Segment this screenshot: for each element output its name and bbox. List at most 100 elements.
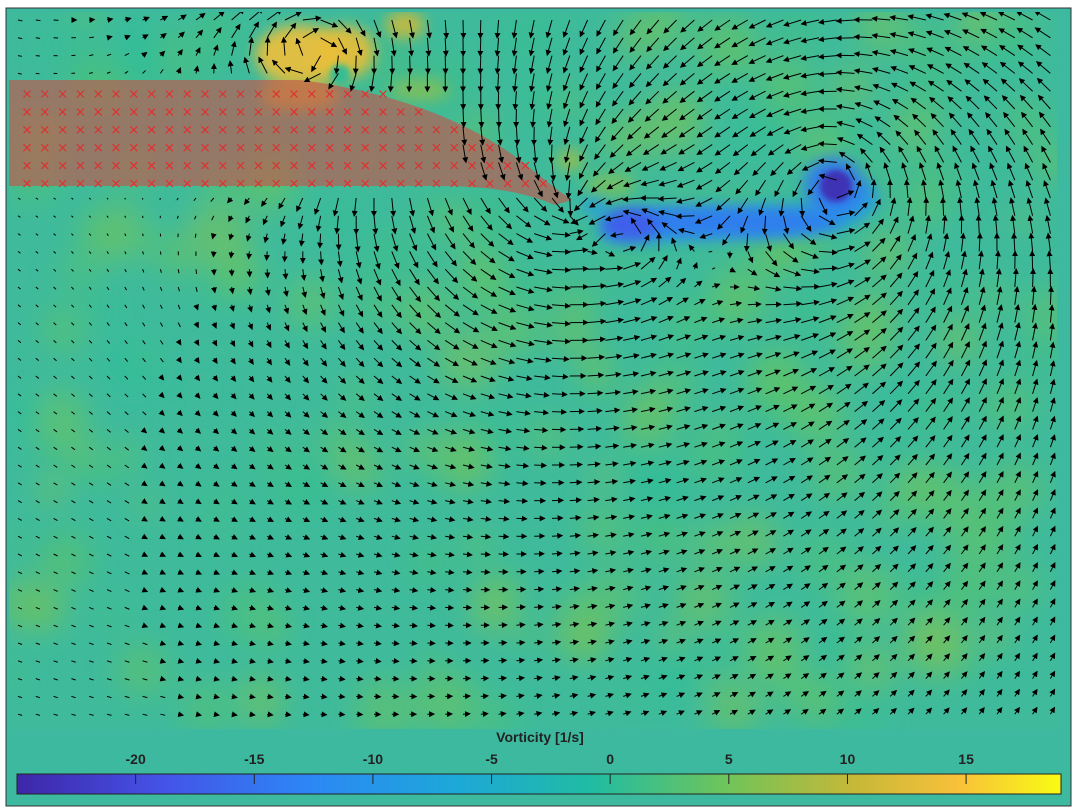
velocity-arrow xyxy=(569,479,583,486)
velocity-arrow xyxy=(498,675,508,682)
noise-patch xyxy=(414,196,454,235)
velocity-arrow xyxy=(569,265,589,272)
mask-marker xyxy=(236,179,245,188)
mask-marker xyxy=(379,179,387,188)
mask-marker xyxy=(94,179,103,188)
velocity-arrow xyxy=(595,90,606,108)
velocity-arrow xyxy=(613,19,624,37)
velocity-arrow xyxy=(248,21,259,39)
colorbar-tick-label: 0 xyxy=(606,751,614,767)
noise-patch xyxy=(630,677,657,704)
mask-marker xyxy=(129,179,138,188)
mask-marker xyxy=(325,161,334,170)
mask-marker xyxy=(485,161,494,170)
mask-marker xyxy=(396,143,405,152)
velocity-arrow xyxy=(124,52,130,57)
mask-marker xyxy=(450,161,459,170)
velocity-arrow xyxy=(124,16,132,23)
velocity-arrow xyxy=(817,71,837,78)
noise-patch xyxy=(133,344,155,366)
mask-marker xyxy=(76,143,85,152)
velocity-arrow xyxy=(477,37,484,57)
noise-patch xyxy=(30,390,88,448)
mask-marker xyxy=(379,107,387,116)
mask-marker xyxy=(254,107,263,116)
velocity-arrow xyxy=(998,28,1016,39)
noise-patch xyxy=(73,12,104,29)
velocity-arrow xyxy=(679,73,695,86)
mask-marker xyxy=(290,143,298,152)
velocity-arrow xyxy=(944,46,962,57)
noise-patch xyxy=(874,509,895,530)
velocity-arrow xyxy=(979,12,998,21)
velocity-arrow xyxy=(697,19,713,32)
mask-marker xyxy=(165,90,174,98)
velocity-arrow xyxy=(765,55,784,64)
velocity-arrow xyxy=(337,37,347,55)
velocity-arrow xyxy=(142,16,150,23)
noise-patch xyxy=(457,190,496,229)
velocity-arrow xyxy=(909,81,927,92)
mask-marker xyxy=(343,179,352,188)
mask-marker xyxy=(325,107,334,116)
velocity-arrow xyxy=(765,37,784,46)
noise-patch xyxy=(68,436,95,463)
velocity-arrow xyxy=(981,62,998,74)
mask-marker xyxy=(58,107,67,116)
noise-patch xyxy=(977,12,1036,69)
velocity-arrow xyxy=(629,19,642,36)
mask-marker xyxy=(58,90,67,98)
velocity-arrow xyxy=(1000,78,1016,92)
velocity-arrow xyxy=(228,251,235,259)
velocity-arrow xyxy=(562,19,571,38)
velocity-arrow xyxy=(545,19,553,39)
mask-marker xyxy=(76,161,85,170)
velocity-arrow xyxy=(562,37,571,56)
mask-marker xyxy=(201,143,209,152)
velocity-arrow xyxy=(646,19,660,35)
mask-marker xyxy=(147,143,156,152)
mask-marker xyxy=(94,107,103,116)
noise-patch xyxy=(925,576,977,627)
velocity-arrow xyxy=(320,37,338,48)
velocity-arrow xyxy=(158,50,166,57)
velocity-arrow xyxy=(89,16,96,23)
mask-marker xyxy=(325,143,334,152)
velocity-arrow xyxy=(142,34,149,40)
velocity-arrow xyxy=(356,675,364,682)
mask-marker xyxy=(129,90,138,98)
velocity-arrow xyxy=(498,657,508,664)
velocity-arrow xyxy=(142,233,144,237)
mask-marker xyxy=(23,125,31,134)
velocity-arrow xyxy=(462,586,473,593)
noise-patch xyxy=(831,66,874,109)
velocity-arrow xyxy=(853,33,873,40)
noise-patch xyxy=(469,584,518,634)
velocity-arrow xyxy=(409,640,418,647)
mask-marker xyxy=(414,161,423,170)
velocity-arrow xyxy=(355,37,363,57)
velocity-arrow xyxy=(980,28,998,39)
mask-marker xyxy=(40,179,49,188)
velocity-arrow xyxy=(264,36,271,56)
velocity-arrow xyxy=(800,55,820,61)
mask-marker xyxy=(450,179,459,188)
colorbar-tick-label: 10 xyxy=(840,751,856,767)
velocity-arrow xyxy=(89,72,93,74)
noise-patch xyxy=(784,286,837,339)
velocity-arrow xyxy=(409,19,415,39)
noise-patch xyxy=(893,572,939,618)
mask-marker xyxy=(307,90,316,98)
velocity-arrow xyxy=(782,37,802,45)
noise-patch xyxy=(794,530,853,589)
mask-marker xyxy=(201,125,209,134)
mask-marker xyxy=(129,107,138,116)
mask-marker xyxy=(290,125,298,134)
velocity-arrow xyxy=(714,90,731,102)
mask-marker xyxy=(254,143,263,152)
mask-marker xyxy=(361,125,370,134)
velocity-arrow xyxy=(629,55,642,71)
mask-marker xyxy=(272,161,281,170)
velocity-arrow xyxy=(748,72,766,82)
velocity-arrow xyxy=(551,408,568,415)
